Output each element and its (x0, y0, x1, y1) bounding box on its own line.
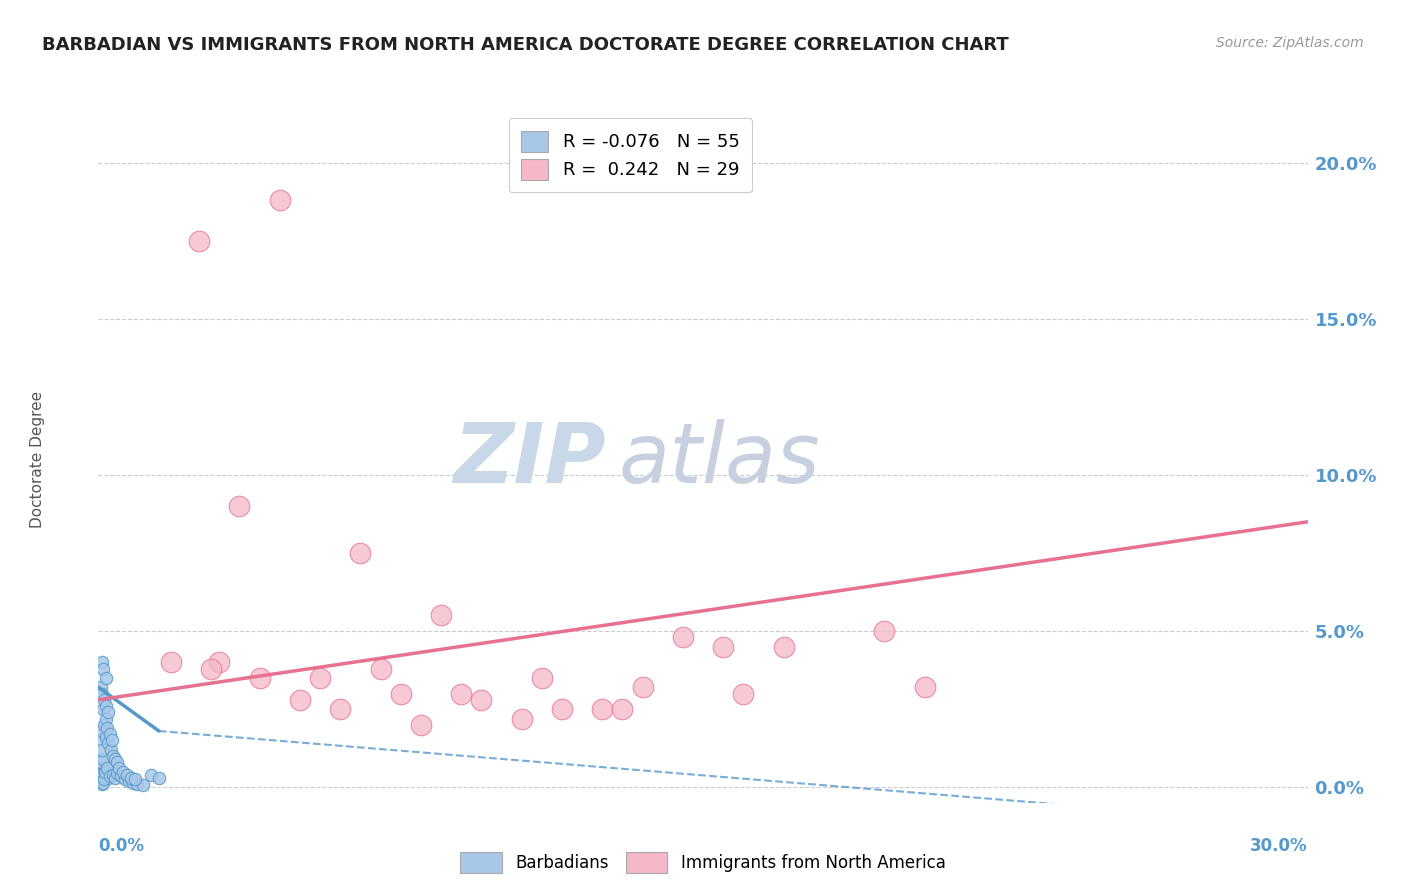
Point (349, 546, 371, 560)
Point (96, 699, 118, 714)
Point (97, 705, 120, 719)
Point (105, 766, 128, 780)
Point (107, 761, 129, 775)
Point (96, 721, 118, 735)
Point (733, 687, 755, 701)
Point (90, 755, 112, 769)
Point (96, 730, 118, 744)
Point (269, 194, 291, 208)
Point (551, 702, 574, 716)
Point (94, 764, 117, 779)
Text: atlas: atlas (619, 419, 820, 500)
Point (510, 712, 533, 726)
Text: BARBADIAN VS IMMIGRANTS FROM NORTH AMERICA DOCTORATE DEGREE CORRELATION CHART: BARBADIAN VS IMMIGRANTS FROM NORTH AMERI… (42, 36, 1010, 54)
Point (94, 671, 117, 685)
Point (94, 758, 117, 772)
Point (91, 724, 114, 739)
Point (120, 771, 142, 785)
Point (389, 687, 412, 701)
Point (470, 692, 492, 706)
Point (100, 733, 122, 747)
Point (91, 687, 114, 701)
Text: 0.0%: 0.0% (98, 837, 145, 855)
Point (91, 662, 114, 676)
Point (612, 702, 634, 716)
Point (96, 761, 118, 775)
Point (103, 771, 125, 785)
Point (90, 655, 112, 669)
Point (188, 234, 211, 248)
Point (139, 767, 162, 781)
Point (132, 778, 155, 792)
Point (148, 771, 170, 785)
Point (101, 767, 124, 781)
Point (873, 624, 896, 639)
Point (772, 640, 794, 654)
Point (91, 775, 114, 789)
Point (91, 764, 114, 779)
Point (914, 680, 936, 694)
Point (93, 772, 115, 787)
Legend: Barbadians, Immigrants from North America: Barbadians, Immigrants from North Americ… (454, 846, 952, 880)
Point (631, 680, 654, 694)
Point (91, 702, 114, 716)
Point (450, 687, 472, 701)
Point (530, 671, 553, 685)
Point (121, 775, 143, 789)
Point (103, 752, 125, 766)
Point (114, 772, 136, 787)
Point (93, 761, 115, 775)
Point (329, 702, 352, 716)
Point (101, 749, 124, 764)
Point (111, 764, 134, 779)
Point (90, 680, 112, 694)
Point (228, 500, 250, 514)
Point (125, 777, 148, 791)
Point (93, 692, 115, 706)
Point (98, 727, 121, 741)
Point (100, 742, 122, 756)
Text: ZIP: ZIP (454, 419, 606, 500)
Point (672, 630, 695, 644)
Point (430, 608, 453, 623)
Point (97, 771, 120, 785)
Point (200, 662, 222, 676)
Point (90, 777, 112, 791)
Point (118, 773, 141, 789)
Text: Source: ZipAtlas.com: Source: ZipAtlas.com (1216, 36, 1364, 50)
Point (249, 671, 271, 685)
Point (591, 702, 613, 716)
Point (370, 662, 392, 676)
Point (288, 692, 311, 706)
Point (94, 712, 117, 726)
Point (89, 733, 111, 747)
Point (91, 752, 114, 766)
Point (208, 655, 231, 669)
Point (409, 717, 432, 731)
Point (160, 655, 183, 669)
Point (98, 769, 121, 783)
Point (115, 767, 138, 781)
Point (90, 742, 112, 756)
Point (711, 640, 734, 654)
Point (105, 755, 128, 769)
Point (89, 773, 111, 789)
Point (110, 769, 132, 783)
Legend: R = -0.076   N = 55, R =  0.242   N = 29: R = -0.076 N = 55, R = 0.242 N = 29 (509, 118, 752, 193)
Point (96, 767, 118, 781)
Point (124, 772, 146, 787)
Point (309, 671, 332, 685)
Point (93, 717, 115, 731)
Point (91, 771, 114, 785)
Text: Doctorate Degree: Doctorate Degree (31, 391, 45, 528)
Text: 30.0%: 30.0% (1250, 837, 1308, 855)
Point (90, 767, 112, 781)
Point (97, 737, 120, 751)
